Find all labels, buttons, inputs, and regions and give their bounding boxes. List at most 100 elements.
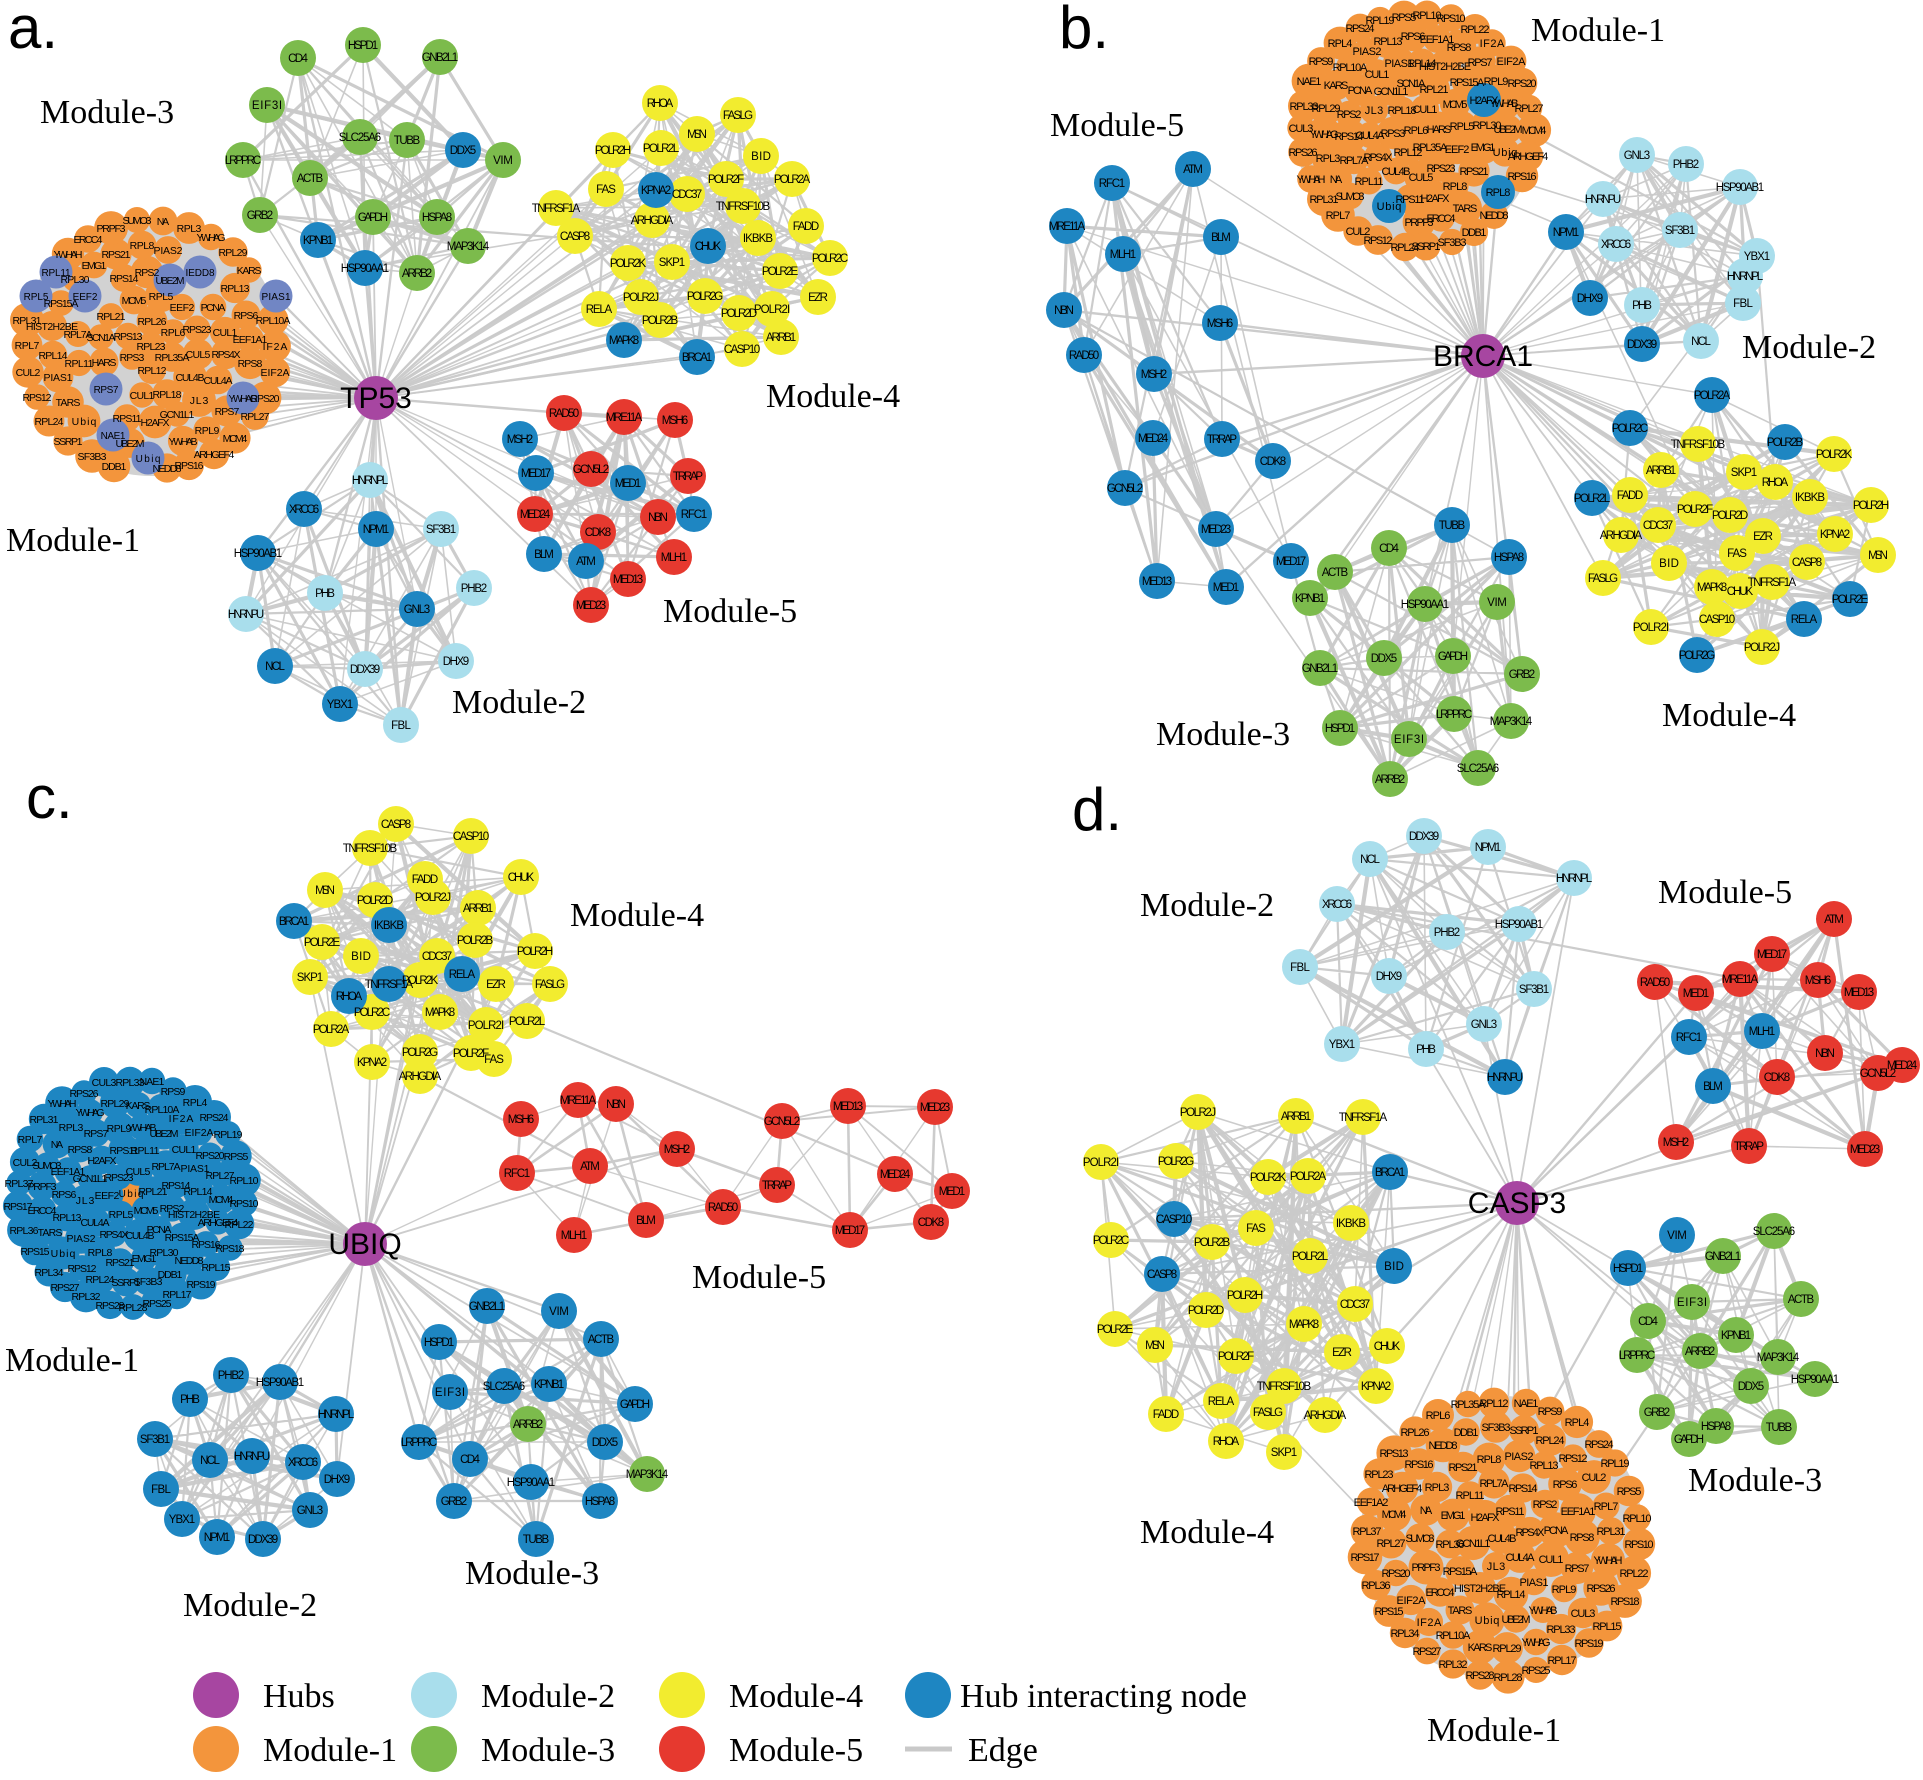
svg-text:Module-2: Module-2 <box>183 1587 317 1624</box>
svg-text:RPS18: RPS18 <box>1611 1596 1640 1608</box>
svg-text:NCL: NCL <box>1360 854 1380 866</box>
svg-text:RPS24: RPS24 <box>200 1112 229 1124</box>
svg-text:CUL4B: CUL4B <box>1382 166 1411 178</box>
svg-text:PIAS1: PIAS1 <box>1385 58 1414 70</box>
svg-text:TNFRSF10B: TNFRSF10B <box>343 843 398 855</box>
svg-text:POLR2A: POLR2A <box>1290 1171 1327 1183</box>
svg-text:HSPA8: HSPA8 <box>1494 552 1524 564</box>
svg-text:RPS28: RPS28 <box>1466 1670 1495 1682</box>
svg-text:PIAS2: PIAS2 <box>67 1233 96 1245</box>
svg-text:RPS26: RPS26 <box>70 1088 99 1100</box>
svg-text:RPS8: RPS8 <box>68 1144 93 1156</box>
svg-text:NCL: NCL <box>1691 336 1711 348</box>
svg-text:RPL15: RPL15 <box>202 1262 231 1274</box>
svg-text:IKBKB: IKBKB <box>1795 492 1826 504</box>
svg-text:RPS17: RPS17 <box>1351 1552 1380 1564</box>
svg-text:PHB2: PHB2 <box>218 1370 244 1382</box>
svg-text:HSPD1: HSPD1 <box>424 1337 454 1349</box>
svg-text:CASP10: CASP10 <box>453 831 489 843</box>
svg-text:KPNA2: KPNA2 <box>641 185 671 197</box>
svg-text:EMG1: EMG1 <box>132 1253 157 1265</box>
svg-text:MED17: MED17 <box>521 468 551 480</box>
svg-text:TNFRSF1A: TNFRSF1A <box>1339 1112 1388 1124</box>
svg-text:GAPDH: GAPDH <box>1438 651 1468 663</box>
svg-text:GAPDH: GAPDH <box>358 212 388 224</box>
svg-text:RPL10: RPL10 <box>1413 10 1442 22</box>
svg-text:RPL14: RPL14 <box>184 1186 213 1198</box>
svg-text:RPS20: RPS20 <box>1382 1568 1411 1580</box>
svg-text:GNL3: GNL3 <box>404 604 430 616</box>
svg-text:RPL36: RPL36 <box>1362 1580 1391 1592</box>
svg-text:BID: BID <box>351 951 371 963</box>
svg-text:TUBB: TUBB <box>1439 520 1466 532</box>
svg-text:POLR2F: POLR2F <box>1218 1351 1254 1363</box>
svg-text:YWHAH: YWHAH <box>54 249 83 261</box>
svg-text:RPL8: RPL8 <box>130 240 155 252</box>
svg-text:MSN: MSN <box>315 885 335 897</box>
svg-text:CDK8: CDK8 <box>585 527 611 539</box>
svg-text:MLH1: MLH1 <box>661 552 687 564</box>
svg-text:MED13: MED13 <box>1142 576 1172 588</box>
svg-text:HARS: HARS <box>92 357 117 369</box>
svg-text:CDC37: CDC37 <box>1340 1299 1370 1311</box>
svg-text:DDX5: DDX5 <box>450 145 476 157</box>
svg-text:SSRP1: SSRP1 <box>112 1277 141 1289</box>
svg-text:RPL7: RPL7 <box>18 1134 43 1146</box>
svg-text:RPL33: RPL33 <box>116 1077 145 1089</box>
svg-text:KPNA2: KPNA2 <box>1361 1381 1391 1393</box>
svg-text:TARS: TARS <box>1448 1605 1473 1617</box>
svg-text:Module-4: Module-4 <box>570 897 704 934</box>
svg-text:RPL30: RPL30 <box>1473 120 1502 132</box>
svg-text:RPS12: RPS12 <box>1559 1453 1588 1465</box>
svg-text:SLC25A6: SLC25A6 <box>1457 763 1499 775</box>
svg-text:IEDD8: IEDD8 <box>186 268 215 279</box>
svg-text:Module-1: Module-1 <box>6 522 140 559</box>
svg-text:SLC25A6: SLC25A6 <box>339 132 381 144</box>
svg-text:POLR2G: POLR2G <box>1679 650 1715 662</box>
svg-text:EIF2A: EIF2A <box>185 1127 214 1139</box>
svg-text:RPS20: RPS20 <box>1508 78 1537 90</box>
svg-text:SKP1: SKP1 <box>1271 1447 1297 1459</box>
svg-text:RPS5: RPS5 <box>1617 1486 1642 1498</box>
svg-text:YBX1: YBX1 <box>169 1514 195 1526</box>
svg-text:NBN: NBN <box>606 1099 626 1111</box>
svg-text:NAE1: NAE1 <box>1297 76 1322 88</box>
svg-text:LRPPRC: LRPPRC <box>401 1437 437 1449</box>
svg-text:RPS10: RPS10 <box>1437 13 1466 25</box>
svg-text:GCN1L1: GCN1L1 <box>73 1173 108 1185</box>
svg-text:SCN1A: SCN1A <box>87 332 116 344</box>
svg-text:EMG1: EMG1 <box>1471 142 1496 154</box>
svg-text:CASP10: CASP10 <box>1699 614 1735 626</box>
svg-text:ARHGEF4: ARHGEF4 <box>198 1217 239 1229</box>
svg-text:RPS17: RPS17 <box>4 1201 33 1213</box>
svg-text:FADD: FADD <box>1153 1409 1179 1421</box>
svg-text:MED17: MED17 <box>835 1225 865 1237</box>
svg-text:POLR2G: POLR2G <box>1158 1156 1194 1168</box>
svg-text:EMG1: EMG1 <box>82 260 107 272</box>
svg-text:GRB2: GRB2 <box>1509 669 1535 681</box>
svg-text:GCN5L2: GCN5L2 <box>573 464 609 476</box>
svg-text:RPL4: RPL4 <box>1565 1417 1590 1429</box>
svg-text:RPL15: RPL15 <box>1593 1621 1622 1633</box>
svg-text:RPL8: RPL8 <box>1443 181 1468 193</box>
svg-text:RPL8: RPL8 <box>1477 1454 1502 1466</box>
svg-text:PIAS1: PIAS1 <box>1520 1577 1549 1589</box>
svg-text:FBL: FBL <box>151 1484 171 1496</box>
svg-text:CUL4A: CUL4A <box>1356 130 1386 142</box>
svg-text:RFC1: RFC1 <box>504 1168 530 1180</box>
svg-text:RPS13: RPS13 <box>1380 1448 1409 1460</box>
svg-text:ARHGEF4: ARHGEF4 <box>194 449 235 461</box>
svg-text:RPL35A: RPL35A <box>1451 1399 1486 1411</box>
svg-text:RPL31: RPL31 <box>1310 194 1339 206</box>
svg-text:RPS3: RPS3 <box>1381 128 1406 140</box>
svg-text:MSH6: MSH6 <box>1805 975 1831 987</box>
svg-text:EEF2: EEF2 <box>95 1190 120 1202</box>
svg-text:RPL29: RPL29 <box>101 1098 130 1110</box>
svg-text:RPS5: RPS5 <box>1392 12 1417 24</box>
svg-text:RPL14: RPL14 <box>1408 58 1437 70</box>
svg-text:RPS4X: RPS4X <box>212 349 241 361</box>
svg-text:RPL21: RPL21 <box>1420 84 1449 96</box>
svg-text:KPNB1: KPNB1 <box>1295 593 1325 605</box>
svg-text:EEF1A1: EEF1A1 <box>51 1166 86 1178</box>
svg-text:POLR2G: POLR2G <box>687 291 723 303</box>
